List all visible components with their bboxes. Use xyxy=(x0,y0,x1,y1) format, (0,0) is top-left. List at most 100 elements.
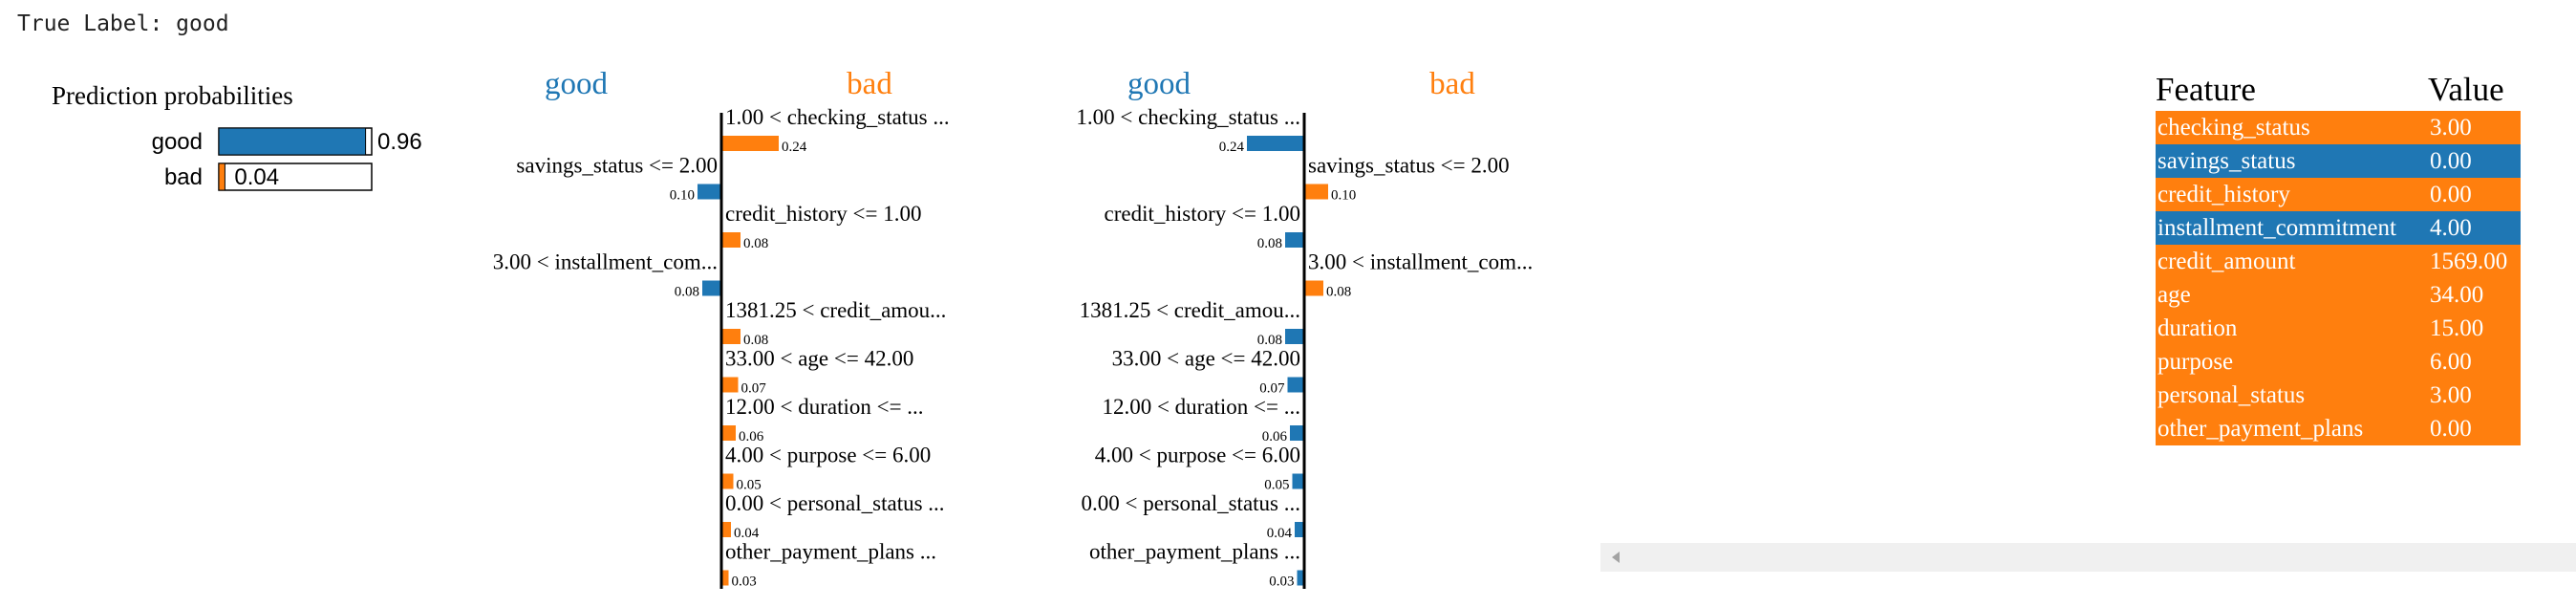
explanation-chart-good-vs-bad-alt: good bad 1.00 < checking_status ... 0.24 sav… xyxy=(1076,67,1533,590)
class-label-bad: bad xyxy=(1429,67,1475,101)
feature-label: 0.00 < personal_status ... xyxy=(1081,491,1300,515)
feature-value-cell: 1569.00 xyxy=(2430,249,2508,274)
feature-name-cell: purpose xyxy=(2157,349,2234,375)
feature-weight: 0.04 xyxy=(734,526,760,541)
feature-value-cell: 0.00 xyxy=(2430,182,2472,207)
feature-weight: 0.24 xyxy=(782,140,807,155)
feature-label: 4.00 < purpose <= 6.00 xyxy=(725,444,931,467)
feature-value-cell: 4.00 xyxy=(2430,215,2472,241)
feature-label: 0.00 < personal_status ... xyxy=(725,491,945,515)
feature-bar xyxy=(721,136,779,151)
feature-bar xyxy=(721,473,734,489)
feature-label: credit_history <= 1.00 xyxy=(725,202,921,226)
feature-weight: 0.08 xyxy=(1257,333,1282,348)
feature-value-cell: 6.00 xyxy=(2430,349,2472,375)
feature-label: 3.00 < installment_com... xyxy=(493,250,718,274)
feature-name-cell: duration xyxy=(2157,315,2238,341)
feature-value-table: Feature Value checking_status 3.00 savings… xyxy=(2156,69,2521,445)
feature-weight: 0.24 xyxy=(1219,140,1245,155)
horizontal-scrollbar[interactable] xyxy=(1600,543,2576,572)
feature-bar xyxy=(1292,473,1304,489)
column-header-value: Value xyxy=(2428,71,2504,108)
table-row: savings_status 0.00 xyxy=(2156,144,2521,178)
table-row: credit_history 0.00 xyxy=(2156,178,2521,211)
table-row: age 34.00 xyxy=(2156,278,2521,312)
prob-bar-bad xyxy=(218,163,225,191)
true-label: True Label: good xyxy=(17,11,229,36)
prob-bar-frame-bad xyxy=(218,163,373,191)
feature-label: 33.00 < age <= 42.00 xyxy=(725,347,913,371)
class-label-good: good xyxy=(545,67,609,101)
feature-weight: 0.07 xyxy=(1259,381,1285,397)
feature-name-cell: other_payment_plans xyxy=(2157,416,2364,442)
feature-weight: 0.05 xyxy=(1264,478,1289,493)
feature-weight: 0.08 xyxy=(1257,236,1282,251)
feature-bar xyxy=(1287,377,1304,393)
table-row: purpose 6.00 xyxy=(2156,345,2521,379)
feature-weight: 0.06 xyxy=(1262,429,1288,444)
explanation-chart-good-vs-bad: good bad 1.00 < checking_status ... 0.24 sav… xyxy=(493,67,950,590)
feature-bar xyxy=(1247,136,1304,151)
table-header-row: Feature Value xyxy=(2156,69,2521,111)
feature-weight: 0.06 xyxy=(739,429,764,444)
feature-label: 33.00 < age <= 42.00 xyxy=(1112,347,1300,371)
feature-bar xyxy=(702,280,721,296)
feature-label: 1.00 < checking_status ... xyxy=(1076,105,1300,129)
feature-bar xyxy=(1290,425,1304,441)
feature-value-cell: 0.00 xyxy=(2430,416,2472,442)
feature-label: other_payment_plans ... xyxy=(1089,540,1300,564)
feature-bar xyxy=(721,570,729,586)
feature-label: savings_status <= 2.00 xyxy=(1308,154,1510,178)
feature-label: savings_status <= 2.00 xyxy=(516,154,718,178)
feature-bar xyxy=(721,232,741,248)
feature-weight: 0.05 xyxy=(737,478,762,493)
feature-name-cell: credit_history xyxy=(2157,182,2290,207)
prob-label-good: good xyxy=(152,129,203,155)
feature-label: credit_history <= 1.00 xyxy=(1105,202,1300,226)
table-row: checking_status 3.00 xyxy=(2156,111,2521,144)
table-row: credit_amount 1569.00 xyxy=(2156,245,2521,278)
feature-value-cell: 3.00 xyxy=(2430,382,2472,408)
feature-name-cell: savings_status xyxy=(2157,148,2296,174)
prob-label-bad: bad xyxy=(164,164,203,190)
feature-weight: 0.03 xyxy=(1269,574,1294,590)
prob-bar-good xyxy=(218,127,367,156)
feature-bar xyxy=(1304,280,1323,296)
feature-weight: 0.08 xyxy=(743,333,768,348)
feature-weight: 0.08 xyxy=(1326,285,1351,300)
feature-bar xyxy=(1297,570,1304,586)
prob-value-bad: 0.04 xyxy=(234,164,279,190)
feature-bar xyxy=(1285,232,1304,248)
feature-bar xyxy=(721,522,731,537)
table-row: other_payment_plans 0.00 xyxy=(2156,412,2521,445)
feature-bar xyxy=(698,184,721,200)
chevron-left-icon[interactable] xyxy=(1612,552,1620,563)
feature-label: 12.00 < duration <= ... xyxy=(725,395,924,419)
feature-bar xyxy=(1285,329,1304,344)
feature-label: 12.00 < duration <= ... xyxy=(1102,395,1300,419)
feature-name-cell: installment_commitment xyxy=(2157,215,2396,241)
feature-bar xyxy=(721,377,739,393)
feature-name-cell: checking_status xyxy=(2157,115,2310,141)
class-label-good: good xyxy=(1127,67,1191,101)
feature-name-cell: age xyxy=(2157,282,2191,308)
feature-value-cell: 15.00 xyxy=(2430,315,2484,341)
chart-title: Prediction probabilities xyxy=(52,81,293,110)
feature-bar xyxy=(721,329,741,344)
feature-weight: 0.10 xyxy=(1331,188,1356,204)
table-row: personal_status 3.00 xyxy=(2156,379,2521,412)
feature-weight: 0.04 xyxy=(1267,526,1293,541)
column-header-feature: Feature xyxy=(2156,71,2256,108)
feature-label: 3.00 < installment_com... xyxy=(1308,250,1533,274)
feature-label: other_payment_plans ... xyxy=(725,540,936,564)
feature-label: 1381.25 < credit_amou... xyxy=(1080,298,1300,322)
feature-weight: 0.03 xyxy=(732,574,757,590)
feature-weight: 0.08 xyxy=(675,285,699,300)
feature-name-cell: personal_status xyxy=(2157,382,2306,408)
feature-weight: 0.07 xyxy=(741,381,767,397)
feature-label: 1381.25 < credit_amou... xyxy=(725,298,946,322)
feature-weight: 0.10 xyxy=(670,188,695,204)
feature-label: 1.00 < checking_status ... xyxy=(725,105,950,129)
class-label-bad: bad xyxy=(847,67,892,101)
feature-value-cell: 0.00 xyxy=(2430,148,2472,174)
